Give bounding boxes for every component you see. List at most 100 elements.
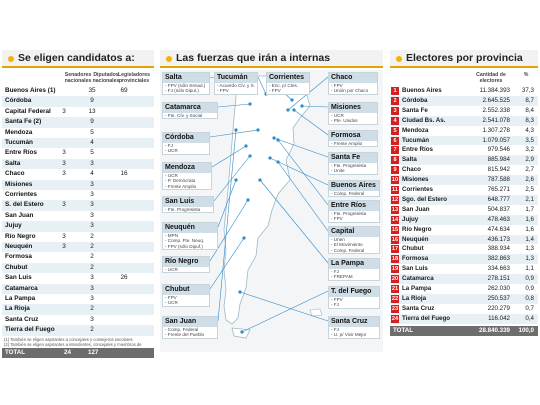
electores-value: 2.645.525 bbox=[482, 96, 510, 104]
forces-box-buenos-aires: Buenos Aires - Comp. Federal bbox=[328, 180, 380, 198]
table-row: 5 Mendoza 1.307.278 4,3 bbox=[390, 126, 538, 136]
cell-value: 4 bbox=[90, 170, 94, 178]
rank-badge: 19 bbox=[391, 265, 399, 274]
connector-line bbox=[209, 237, 245, 290]
cell-value: 3 bbox=[90, 315, 94, 323]
province-label: Santa Cruz bbox=[329, 317, 379, 327]
connector-line bbox=[209, 129, 259, 138]
cell-value: 4 bbox=[90, 139, 94, 146]
province-name: San Luis bbox=[402, 265, 428, 273]
cell-value: 3 bbox=[90, 222, 94, 230]
percent-value: 1,1 bbox=[525, 265, 534, 273]
province-label: Capital bbox=[329, 227, 379, 237]
cell-value: 9 bbox=[90, 97, 94, 105]
percent-value: 8,3 bbox=[525, 116, 534, 124]
province-name: Misiones bbox=[402, 176, 429, 184]
province-name: Corrientes bbox=[5, 191, 37, 198]
province-dot bbox=[256, 128, 260, 132]
malvinas-shape bbox=[309, 308, 323, 317]
province-dot bbox=[240, 330, 244, 334]
electores-header: Electores por provincia bbox=[390, 50, 538, 68]
table-row: 23 Santa Cruz 220.279 0,7 bbox=[390, 304, 538, 314]
connector-line bbox=[277, 161, 329, 232]
province-name: Misiones bbox=[5, 180, 33, 188]
electores-value: 116.042 bbox=[488, 314, 510, 322]
electores-value: 787.588 bbox=[487, 176, 510, 184]
fuerzas-header: Las fuerzas que irán a internas bbox=[160, 50, 383, 68]
province-dot bbox=[286, 108, 290, 112]
cell-value: 2 bbox=[90, 253, 94, 261]
electores-value: 979.546 bbox=[487, 146, 510, 154]
electores-value: 765.271 bbox=[487, 186, 510, 193]
province-name: Capital Federal bbox=[5, 107, 51, 115]
table-row: Santa Fe (2) 9 bbox=[2, 117, 154, 128]
province-label: Río Negro bbox=[163, 257, 209, 267]
rank-badge: 6 bbox=[391, 136, 399, 145]
connector-line bbox=[209, 199, 249, 262]
rank-badge: 7 bbox=[391, 146, 399, 155]
province-name: Chubut bbox=[402, 245, 424, 253]
forces-box-mendoza: Mendoza - UCR - P. Demócrata - Frente Ampli… bbox=[162, 162, 212, 191]
forces-box-la-pampa: La Pampa - FJ - FREPAM bbox=[328, 258, 380, 281]
connector-line bbox=[277, 139, 329, 206]
table-row: 10 Misiones 787.588 2,6 bbox=[390, 175, 538, 185]
table-row: 13 San Juan 504.837 1,7 bbox=[390, 205, 538, 215]
table-row: 9 Chaco 815.942 2,7 bbox=[390, 165, 538, 175]
force-name: - Comp. Federal bbox=[165, 327, 199, 332]
table-row: Chaco 3 4 16 bbox=[2, 169, 154, 179]
province-name: Chaco bbox=[5, 170, 25, 178]
table-row: 14 Jujuy 478.463 1,6 bbox=[390, 214, 538, 225]
table-row: Entre Ríos 3 5 bbox=[2, 148, 154, 158]
province-name: Jujuy bbox=[5, 222, 22, 230]
percent-value: 8,4 bbox=[525, 106, 534, 114]
cell-value: 3 bbox=[90, 295, 94, 302]
province-name: Río Negro bbox=[402, 225, 432, 233]
table-row: Jujuy 3 bbox=[2, 221, 154, 232]
forces-box-entre-r-os: Entre Ríos - Fte. Progresista - FPV bbox=[328, 200, 380, 223]
province-name: Formosa bbox=[5, 253, 32, 261]
connector-line bbox=[213, 155, 251, 202]
table-row: 19 San Luis 334.663 1,1 bbox=[390, 264, 538, 274]
force-name: - FJ bbox=[331, 269, 339, 274]
table-row: 8 Salta 885.984 2,9 bbox=[390, 155, 538, 166]
rank-badge: 24 bbox=[391, 314, 399, 323]
province-dot bbox=[276, 160, 280, 164]
table-row: San Luis 3 26 bbox=[2, 273, 154, 283]
table-row: 20 Catamarca 278.151 0,9 bbox=[390, 274, 538, 284]
fuerzas-title: Las fuerzas que irán a internas bbox=[176, 52, 331, 64]
total-diputados: 127 bbox=[88, 348, 99, 356]
cell-value: 13 bbox=[88, 107, 96, 115]
electores-value: 2.541.078 bbox=[482, 116, 510, 124]
cell-value: 35 bbox=[88, 87, 96, 94]
table-row: Misiones 3 bbox=[2, 179, 154, 190]
percent-value: 2,1 bbox=[525, 195, 534, 203]
force-name: - FPV (sólo Dipuf.) bbox=[165, 243, 203, 249]
rank-badge: 15 bbox=[391, 225, 399, 234]
province-label: Misiones bbox=[329, 103, 377, 113]
province-name: S. del Estero bbox=[5, 201, 44, 209]
connector-line bbox=[217, 103, 251, 108]
table-row: 24 Tierra del Fuego 116.042 0,4 bbox=[390, 313, 538, 324]
province-label: Corrientes bbox=[267, 73, 309, 83]
cell-value: 69 bbox=[120, 87, 128, 94]
cell-value: 3 bbox=[90, 159, 94, 167]
table-row: 12 Sgo. del Estero 648.777 2,1 bbox=[390, 194, 538, 205]
connector-line bbox=[273, 137, 329, 158]
electores-value: 1.079.057 bbox=[482, 136, 510, 144]
electores-value: 478.463 bbox=[487, 215, 510, 223]
connector-line bbox=[217, 179, 237, 228]
percent-value: 2,9 bbox=[525, 156, 534, 164]
electores-value: 648.777 bbox=[487, 195, 510, 203]
total-bar: TOTAL 28.840.339 100,0 bbox=[390, 325, 538, 336]
forces-box-t-del-fuego: T. del Fuego - FPV - FJ bbox=[328, 286, 380, 309]
table-row: Tierra del Fuego 2 bbox=[2, 325, 154, 336]
force-name: - Acuerdo Cív. y S. bbox=[217, 83, 255, 88]
force-name: - Frente Amplio bbox=[165, 183, 197, 189]
percent-value: 1,7 bbox=[525, 205, 534, 213]
electores-value: 1.307.278 bbox=[482, 126, 510, 134]
percent-value: 2,6 bbox=[525, 176, 534, 184]
province-name: Tierra del Fuego bbox=[5, 326, 55, 334]
cell-value: 2 bbox=[90, 232, 94, 240]
province-name: Buenos Aires (1) bbox=[5, 87, 56, 94]
province-label: Formosa bbox=[329, 131, 377, 141]
